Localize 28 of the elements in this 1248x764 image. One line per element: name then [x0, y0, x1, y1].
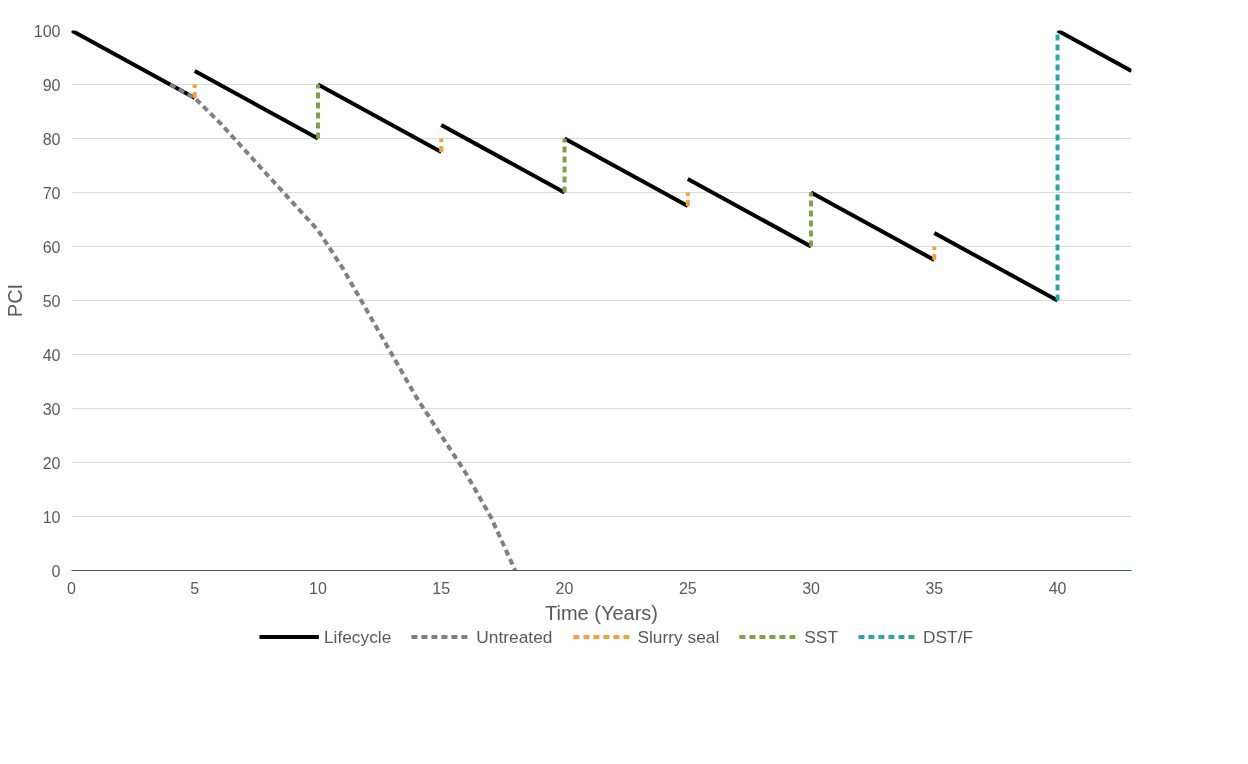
legend-label: Slurry seal	[637, 626, 720, 647]
y-tick-label: 20	[42, 454, 61, 472]
y-tick-label: 90	[42, 76, 61, 94]
x-tick-label: 15	[432, 579, 451, 597]
legend-label: Lifecycle	[323, 626, 392, 647]
y-tick-label: 10	[42, 508, 61, 526]
x-tick-label: 10	[309, 579, 328, 597]
y-tick-label: 0	[51, 562, 61, 580]
y-tick-label: 100	[33, 22, 61, 40]
line-series	[168, 82, 518, 571]
x-tick-label: 25	[678, 579, 697, 597]
y-axis-title: PCI	[3, 283, 26, 318]
x-tick-label: 30	[802, 579, 821, 597]
legend-label: SST	[804, 626, 839, 647]
y-tick-label: 40	[42, 346, 61, 364]
x-axis-title: Time (Years)	[545, 601, 659, 624]
y-tick-label: 80	[42, 130, 61, 148]
x-tick-label: 0	[67, 579, 77, 597]
y-tick-label: 50	[42, 292, 61, 310]
legend-label: Untreated	[476, 626, 553, 647]
y-tick-label: 60	[42, 238, 61, 256]
x-tick-label: 40	[1048, 579, 1067, 597]
x-tick-label: 5	[190, 579, 200, 597]
y-tick-label: 30	[42, 400, 61, 418]
y-tick-label: 70	[42, 184, 61, 202]
x-tick-label: 20	[555, 579, 574, 597]
x-tick-label: 35	[925, 579, 944, 597]
legend-label: DST/F	[923, 626, 974, 647]
